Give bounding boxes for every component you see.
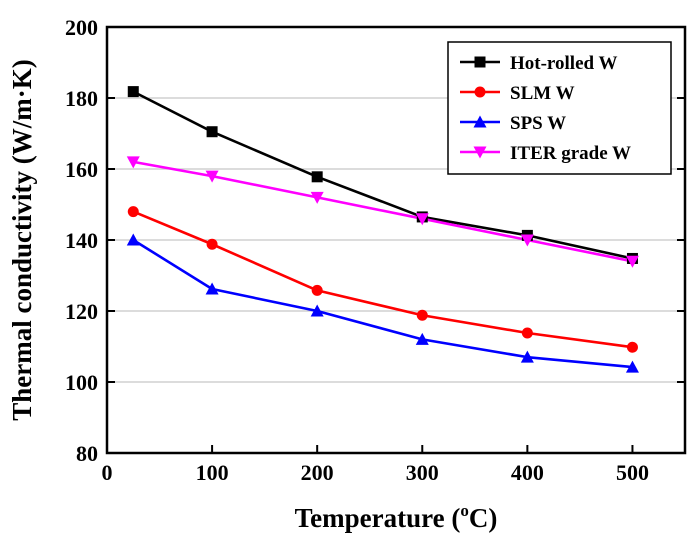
data-point-slm-w [127,206,139,218]
data-point-iter-grade-w [625,255,639,268]
data-point-slm-w [521,327,533,339]
series-line-iter-grade-w [133,160,633,263]
series-lines [132,90,633,369]
data-point-sps-w [415,332,429,345]
legend-label-sps-w: SPS W [510,113,566,134]
data-point-iter-grade-w [205,170,219,183]
y-axis-title: Thermal conductivity (W/m·K) [7,59,37,420]
axis-ticks [106,26,685,454]
data-point-sps-w [520,350,534,363]
y-tick-label: 80 [76,441,98,466]
data-point-iter-grade-w [126,156,140,169]
data-point-sps-w [205,282,219,295]
data-point-slm-w [416,309,428,321]
data-point-hot-rolled-w [311,171,323,183]
data-point-sps-w [310,304,324,317]
x-axis-title-superscript: o [460,501,469,520]
legend-marker-slm-w [474,86,486,98]
data-point-slm-w [206,238,218,250]
data-point-slm-w [626,341,638,353]
x-axis-title-end: C) [469,503,498,533]
y-tick-label: 140 [65,228,98,253]
data-point-sps-w [126,233,140,246]
data-point-hot-rolled-w [127,86,139,98]
series-line-slm-w [132,210,633,349]
data-point-sps-w [625,360,639,373]
y-tick-label: 120 [65,299,98,324]
data-point-iter-grade-w [415,213,429,226]
series-line-sps-w [132,238,633,369]
legend-marker-sps-w [473,115,487,128]
x-tick-label: 100 [196,460,229,485]
x-tick-label: 200 [301,460,334,485]
y-tick-label: 180 [65,86,98,111]
tick-labels: 80 100 120 140 160 180 200 0 100 200 300 400 500 [65,15,649,485]
data-point-iter-grade-w [520,234,534,247]
y-tick-label: 100 [65,370,98,395]
y-tick-label: 160 [65,157,98,182]
legend-label-slm-w: SLM W [510,83,575,104]
x-tick-label: 400 [511,460,544,485]
x-axis-title: Temperature (oC) [295,501,498,533]
legend-marker-hot-rolled-w [474,56,486,68]
x-tick-label: 500 [616,460,649,485]
y-tick-label: 200 [65,15,98,40]
x-tick-label: 0 [102,460,113,485]
x-tick-label: 300 [406,460,439,485]
legend-label-hot-rolled-w: Hot-rolled W [510,53,618,74]
data-point-iter-grade-w [310,191,324,204]
legend-label-iter-grade-w: ITER grade W [510,143,631,164]
data-point-slm-w [311,284,323,296]
legend: Hot-rolled W SLM W SPS W ITER grade W [447,41,672,175]
data-point-hot-rolled-w [206,126,218,138]
data-markers [126,86,639,373]
legend-marker-iter-grade-w [473,146,487,159]
series-line-hot-rolled-w [132,90,633,260]
